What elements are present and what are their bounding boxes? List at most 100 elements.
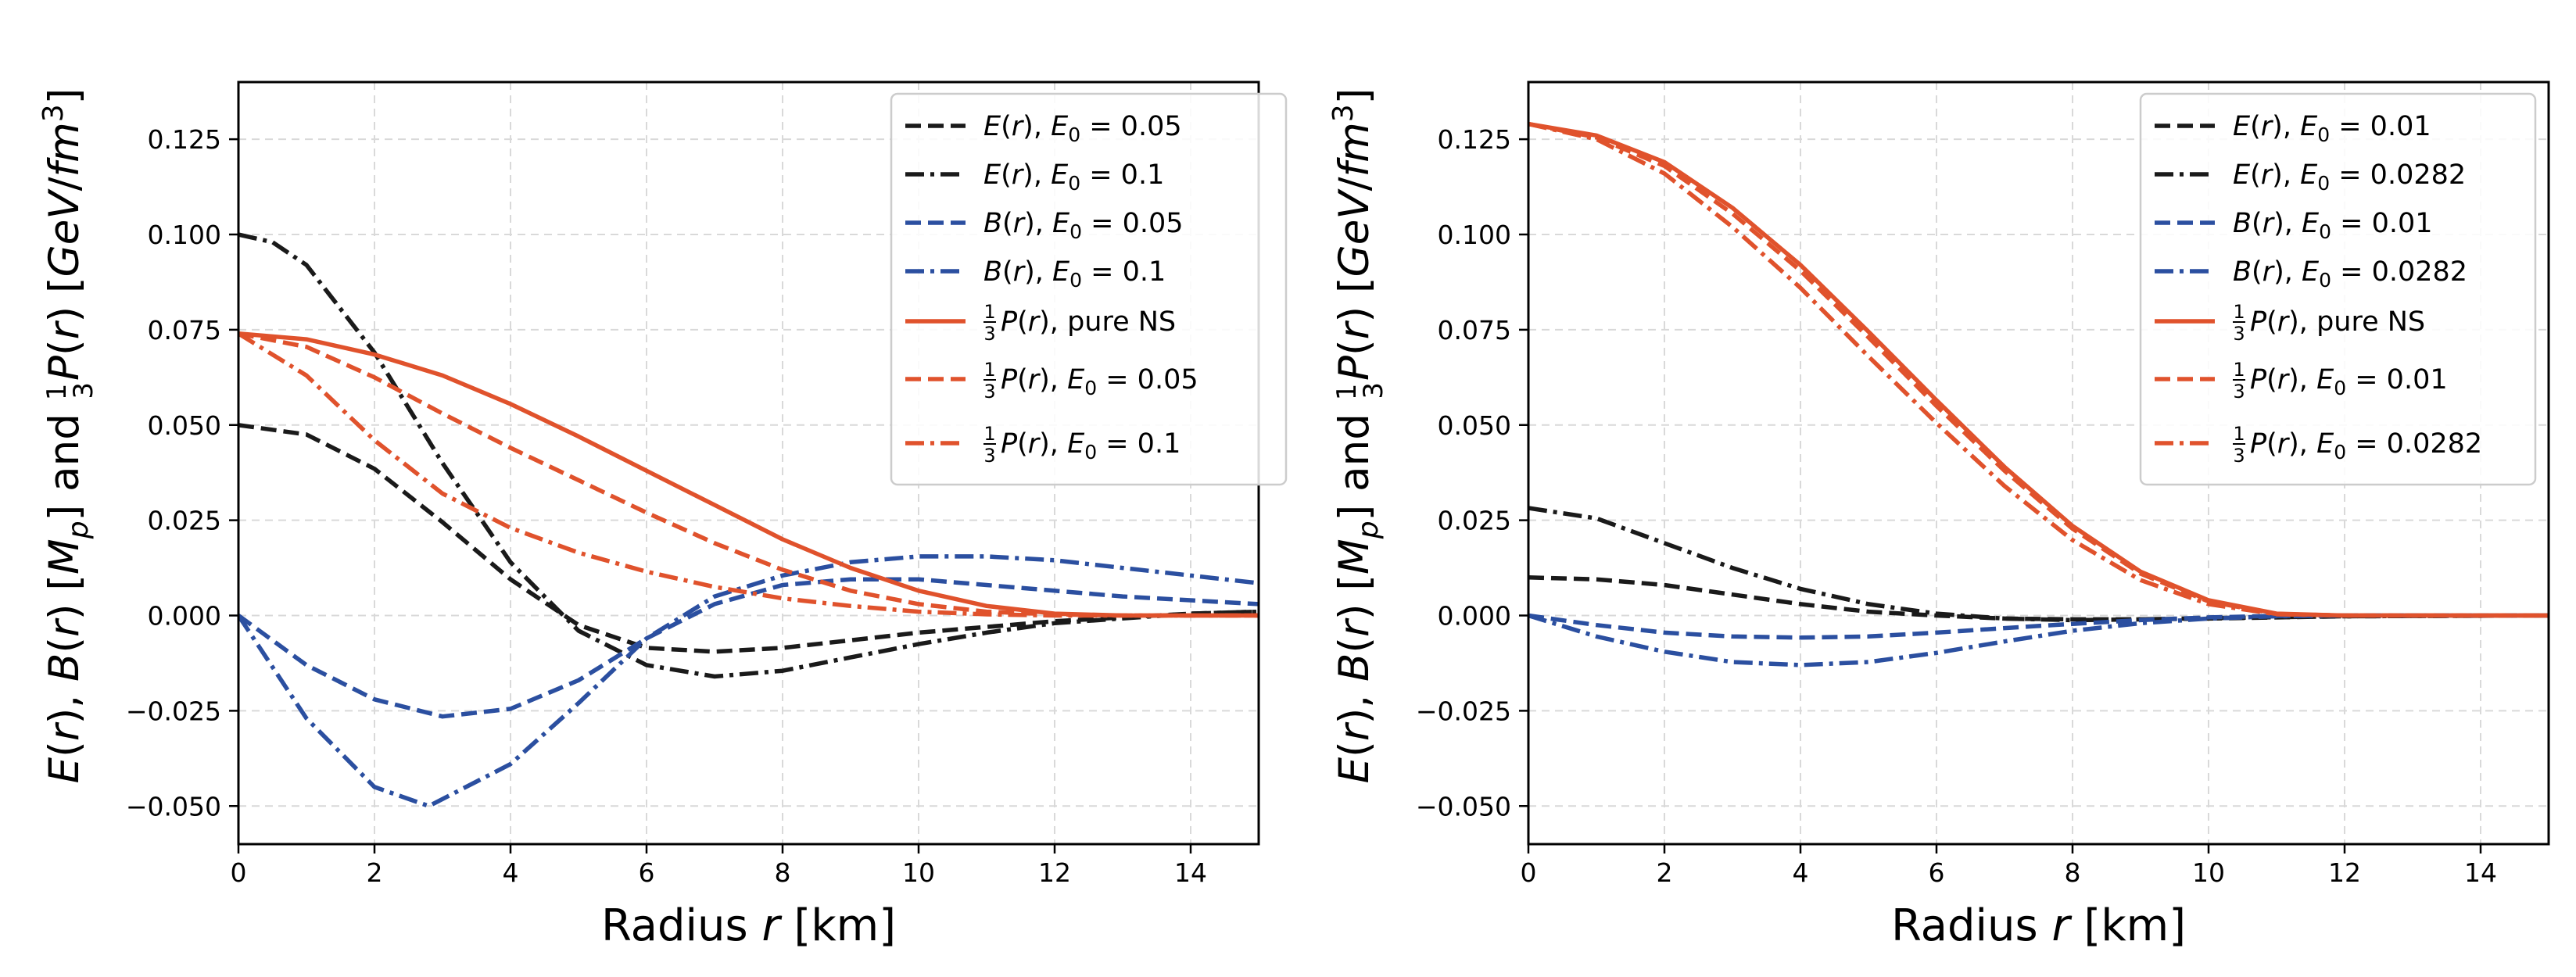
legend-label-func: B [983, 256, 1002, 288]
legend-label-part: ), [2273, 256, 2302, 288]
legend-label-part: ( [1002, 256, 1013, 288]
legend-label-value: = 0.01 [2330, 111, 2431, 142]
legend-label-part: ( [2266, 364, 2277, 395]
legend-label: B(r), E0 = 0.01 [2233, 208, 2433, 243]
legend-label-part: ), [2288, 428, 2316, 460]
legend-label-part: ), [1039, 428, 1067, 460]
legend-item: P(r), E0 = 0.113 [905, 423, 1181, 467]
y-axis-title-part: B [41, 653, 88, 682]
series-group [1528, 121, 2549, 667]
y-axis-title-part: / [1331, 177, 1378, 191]
legend-label-func: E [983, 111, 1001, 142]
legend-label: B(r), E0 = 0.05 [983, 208, 1184, 243]
legend-label-part: ), [1024, 256, 1052, 288]
legend-fraction-den: 3 [2233, 323, 2245, 345]
y-tick-label: −0.025 [1416, 696, 1511, 726]
y-axis-title-sup: 3 [1327, 104, 1360, 122]
y-axis-title-frac-den: 3 [68, 382, 99, 399]
legend-label-value: = 0.1 [1080, 159, 1164, 191]
x-tick-label: 6 [639, 857, 655, 888]
x-tick-label: 8 [775, 857, 791, 888]
legend-fraction: 13 [2233, 301, 2245, 345]
legend-item: B(r), E0 = 0.01 [2155, 208, 2433, 243]
legend-label: P(r), E0 = 0.0282 [2250, 428, 2482, 463]
legend-label-part: ), [1023, 111, 1051, 142]
y-axis-title-part: r [1331, 617, 1378, 637]
y-axis-title-part: GeV [1331, 188, 1378, 277]
legend-label-sub: 0 [2319, 269, 2331, 292]
legend-fraction-num: 1 [983, 359, 995, 381]
y-axis-title-part: r [1331, 320, 1378, 339]
legend-label-value: = 0.01 [2331, 208, 2433, 239]
series-line-e-dashed-1 [1528, 575, 2549, 622]
legend-label-part: ), [2273, 208, 2302, 239]
legend-label-part: ( [1017, 306, 1028, 338]
y-axis-title-part: M [41, 539, 88, 574]
y-tick-label: 0.125 [148, 124, 221, 155]
legend-item: E(r), E0 = 0.01 [2155, 111, 2431, 146]
series-line-p-dashdot-7 [1528, 121, 2549, 618]
legend-label-part: ( [1017, 428, 1028, 460]
legend-label-sub: 0 [2334, 441, 2346, 463]
y-axis-title-part: ( [1331, 637, 1378, 653]
legend-label-value: pure NS [2316, 306, 2425, 338]
y-axis-title: E(r), B(r) [Mp] and 13P(r) [GeV/fm3] [1327, 88, 1389, 784]
legend-label-part: ( [2250, 159, 2261, 191]
legend-frame [2139, 92, 2537, 486]
axes-frame [1527, 81, 2550, 846]
x-axis-title-text: Radius [1891, 900, 2052, 951]
y-axis-title-sub: p [1352, 521, 1385, 539]
legend-label-var: r [2261, 111, 2274, 142]
legend-label-part: ( [1002, 208, 1013, 239]
y-axis-title-part: ] and [1331, 400, 1378, 521]
legend-label: P(r), E0 = 0.01 [2250, 364, 2448, 399]
y-tick-label: 0.050 [148, 410, 221, 441]
legend-label-sub: 0 [1068, 123, 1080, 146]
y-axis-title-part: ] and [41, 400, 88, 521]
legend-label-func: B [2233, 256, 2252, 288]
legend-label-sym: E [1067, 428, 1085, 460]
y-axis-title-part: M [1331, 539, 1378, 574]
x-tick-label: 12 [1038, 857, 1071, 888]
x-tick-label: 8 [2065, 857, 2081, 888]
legend-fraction-num: 1 [2233, 423, 2245, 445]
legend-label-value: = 0.0282 [2330, 159, 2466, 191]
legend-item: B(r), E0 = 0.1 [905, 256, 1166, 292]
legend-fraction-den: 3 [983, 323, 995, 345]
chart-panel-2: 0 2 4 6 8 10 12 14−0.050−0.0250.0000.0250.0500.… [1327, 81, 2550, 951]
y-axis-title-frac-den: 3 [1358, 382, 1389, 399]
legend-label-sym: E [1051, 111, 1069, 142]
legend-label-part: ( [2252, 256, 2263, 288]
y-axis-title-frac-num: 1 [41, 384, 73, 401]
y-axis-title-part: ( [41, 637, 88, 653]
series-line-b-dashdot-4 [1528, 613, 2549, 667]
y-axis-title-part: ) [ [41, 574, 88, 620]
x-axis-title: Radius r [km] [601, 900, 896, 951]
legend-fraction-num: 1 [2233, 359, 2245, 381]
legend-label-part: ), [1024, 208, 1052, 239]
y-tick-label: 0.100 [1438, 220, 1511, 250]
legend-fraction: 13 [983, 423, 996, 467]
legend-label-part: ( [2266, 306, 2277, 338]
legend-label-sym: E [1052, 208, 1070, 239]
legend-label-sub: 0 [1069, 269, 1082, 292]
legend-label-func: B [983, 208, 1002, 239]
legend-label-part: ), [2272, 159, 2300, 191]
legend-label-var: r [1028, 364, 1041, 395]
legend-label-part: ( [2266, 428, 2277, 460]
y-axis-title-part: ] [1331, 88, 1378, 105]
legend-fraction: 13 [983, 301, 996, 345]
legend-fraction: 13 [983, 359, 996, 403]
y-axis-title-part: B [1331, 653, 1378, 682]
y-axis-title-part: ( [1331, 339, 1378, 356]
y-axis-title-part: fm [41, 122, 88, 177]
legend-label: P(r), E0 = 0.1 [1001, 428, 1181, 463]
x-axis-title: Radius r [km] [1891, 900, 2186, 951]
legend-label-func: P [1001, 306, 1018, 338]
y-axis-title-sup: 3 [38, 104, 70, 122]
legend-label-sym: E [2316, 364, 2334, 395]
y-axis-title-part: ) [ [1331, 574, 1378, 620]
legend-label-var: r [1013, 208, 1026, 239]
